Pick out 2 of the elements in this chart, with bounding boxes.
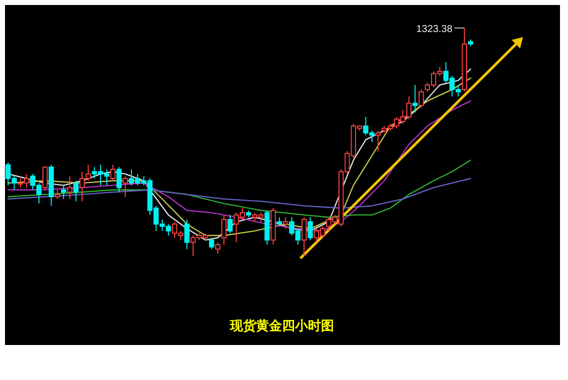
annotation: 1323.38	[416, 24, 453, 35]
text: 现货黄金四小时图	[229, 318, 334, 334]
